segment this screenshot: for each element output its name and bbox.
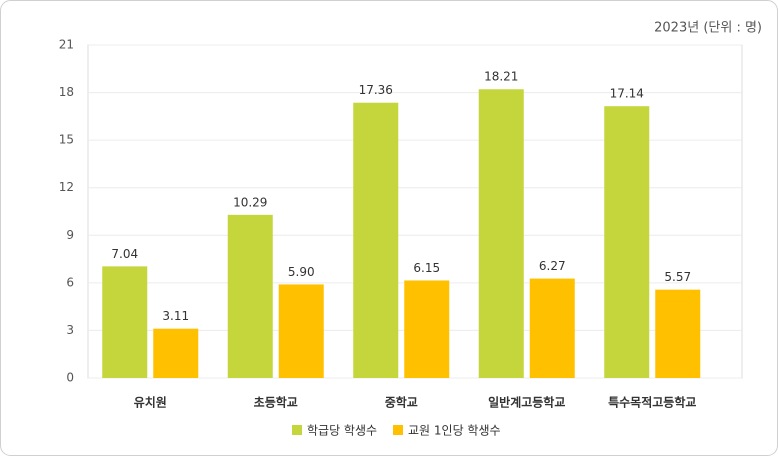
x-tick-label: 초등학교 [254,395,298,410]
value-label: 18.21 [484,70,518,84]
bar [655,289,701,378]
y-tick-label: 9 [66,228,74,242]
value-label: 7.04 [111,247,138,261]
legend-label: 교원 1인당 학생수 [408,424,501,438]
bar [604,106,650,379]
y-tick-label: 18 [59,85,74,99]
x-tick-label: 중학교 [385,395,418,410]
bar [478,89,524,379]
value-label: 5.57 [664,270,691,284]
value-label: 17.14 [610,87,644,101]
annotation: 2023년 (단위 : 명) [654,21,762,36]
bar [278,284,324,378]
legend-label: 학급당 학생수 [307,424,377,438]
y-tick-label: 6 [66,275,74,289]
value-label: 3.11 [162,309,189,323]
y-tick-label: 21 [59,38,74,52]
value-label: 6.15 [413,261,440,275]
bar [102,266,148,378]
x-tick-label: 특수목적고등학교 [608,395,696,410]
bar [529,278,575,378]
value-label: 6.27 [539,259,566,273]
bar [353,102,399,378]
bar [404,280,450,378]
legend-swatch [393,425,403,435]
bar [153,328,199,378]
y-tick-label: 3 [66,323,74,337]
value-label: 5.90 [288,265,315,279]
x-tick-label: 일반계고등학교 [488,395,565,410]
legend-swatch [292,425,302,435]
value-label: 17.36 [359,83,393,97]
value-label: 10.29 [233,195,267,209]
y-tick-label: 0 [66,371,74,385]
y-tick-label: 12 [59,180,74,194]
bar [227,214,273,378]
x-tick-label: 유치원 [134,395,167,410]
y-tick-label: 15 [59,133,74,147]
